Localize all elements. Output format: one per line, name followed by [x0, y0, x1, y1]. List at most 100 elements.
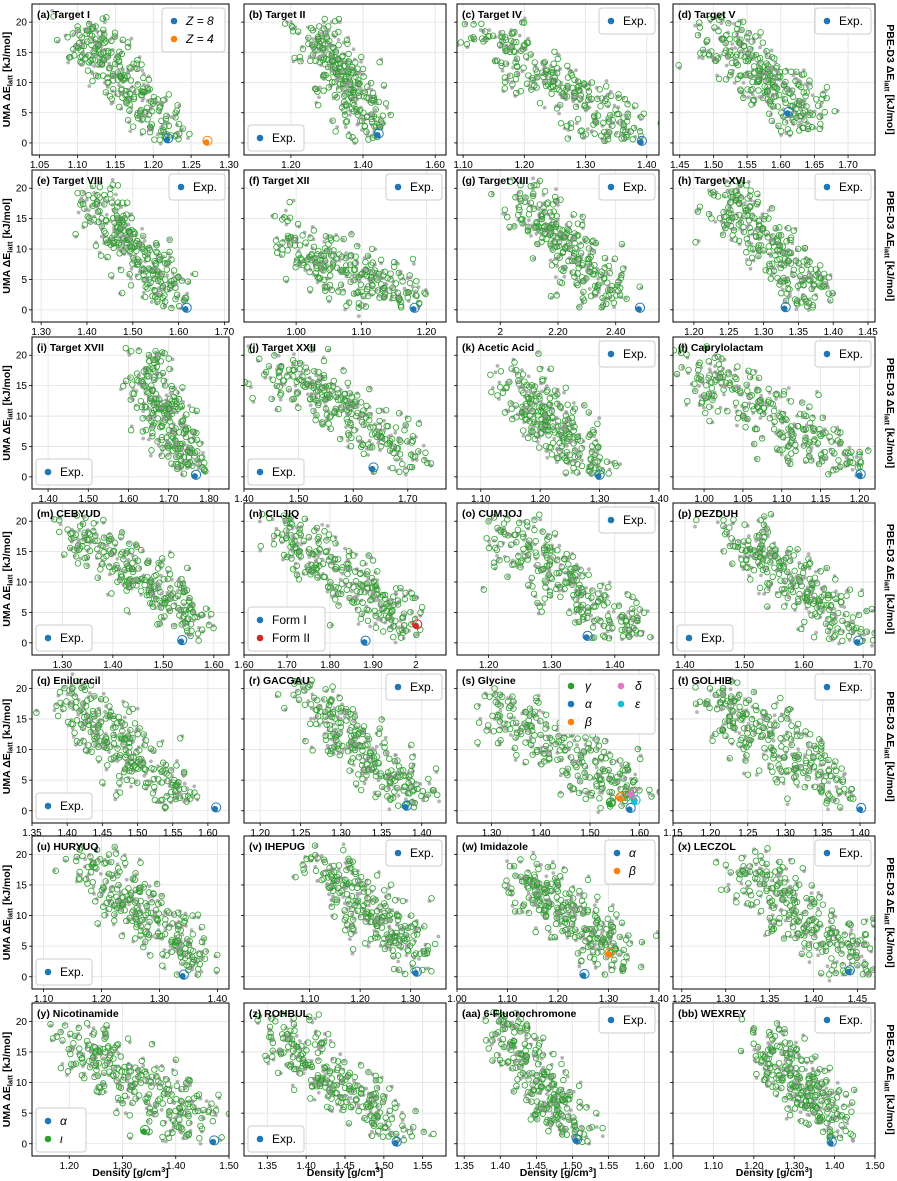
- pbe-point: [757, 95, 762, 99]
- pbe-point: [517, 33, 522, 38]
- uma-point: [551, 193, 559, 201]
- uma-point: [727, 217, 734, 225]
- uma-point: [401, 426, 408, 434]
- pbe-point: [385, 105, 389, 110]
- uma-point: [487, 371, 494, 378]
- pbe-point: [131, 386, 136, 391]
- pbe-point: [554, 447, 559, 452]
- pbe-point: [345, 257, 350, 261]
- pbe-point: [528, 86, 533, 91]
- uma-point: [368, 431, 376, 438]
- pbe-point: [769, 205, 774, 210]
- uma-point: [766, 260, 773, 268]
- x-tick-label: 1.40: [38, 494, 58, 505]
- x-tick-label: 1.20: [281, 160, 301, 171]
- uma-point: [623, 295, 630, 302]
- uma-point: [559, 226, 566, 234]
- pbe-point: [346, 81, 350, 86]
- uma-point: [575, 87, 582, 94]
- legend-box: [598, 173, 656, 201]
- uma-point: [796, 82, 803, 89]
- pbe-point: [729, 46, 734, 51]
- pbe-point: [375, 433, 380, 438]
- uma-point: [525, 211, 533, 218]
- uma-point: [124, 39, 131, 46]
- uma-point: [337, 266, 344, 274]
- legend: Exp.: [35, 458, 93, 486]
- pbe-point: [612, 305, 616, 309]
- exp-points: [636, 135, 647, 146]
- uma-point: [200, 467, 208, 474]
- pbe-point: [366, 254, 371, 259]
- uma-point: [369, 134, 376, 141]
- pbe-point: [550, 247, 555, 252]
- uma-point: [315, 275, 322, 282]
- uma-point: [556, 278, 564, 286]
- uma-point: [299, 232, 306, 239]
- uma-point: [182, 425, 190, 433]
- pbe-point: [369, 293, 374, 297]
- pbe-point: [785, 88, 790, 92]
- uma-point: [165, 122, 173, 129]
- uma-point: [359, 441, 367, 448]
- y-tick-label: 0: [21, 138, 27, 149]
- pbe-point: [532, 226, 537, 230]
- uma-point: [722, 47, 730, 54]
- uma-point: [127, 65, 134, 72]
- uma-point: [724, 180, 731, 188]
- uma-point: [577, 95, 584, 102]
- uma-point: [818, 95, 826, 102]
- uma-point: [511, 29, 518, 36]
- uma-point: [340, 367, 347, 374]
- uma-point: [323, 247, 331, 255]
- exp-points: [181, 302, 192, 313]
- uma-point: [86, 214, 93, 221]
- uma-point: [161, 292, 168, 299]
- uma-point: [718, 36, 726, 43]
- uma-point: [746, 192, 754, 200]
- uma-point: [831, 108, 838, 115]
- pbe-point: [719, 21, 724, 26]
- pbe-point: [126, 222, 131, 227]
- pbe-point: [519, 46, 524, 51]
- uma-point: [375, 407, 383, 414]
- pbe-point: [818, 112, 822, 117]
- pbe-point: [553, 275, 558, 280]
- pbe-point: [180, 127, 185, 131]
- x-tick-label: 1.20: [417, 327, 437, 338]
- uma-point: [281, 214, 288, 221]
- uma-point: [481, 28, 489, 35]
- uma-point: [269, 376, 277, 384]
- pbe-point: [745, 38, 750, 43]
- pbe-point: [526, 218, 531, 223]
- uma-point: [776, 224, 783, 231]
- pbe-point: [405, 276, 410, 281]
- uma-point: [517, 216, 525, 224]
- uma-point: [273, 243, 280, 251]
- pbe-point: [793, 70, 798, 75]
- uma-point: [134, 56, 141, 64]
- uma-point: [559, 248, 567, 256]
- uma-point: [119, 94, 126, 101]
- pbe-point: [263, 375, 268, 380]
- uma-point: [135, 273, 142, 281]
- uma-point: [144, 285, 151, 292]
- pbe-point: [311, 237, 316, 242]
- uma-point: [326, 37, 333, 45]
- uma-point: [550, 77, 557, 84]
- pbe-point: [773, 60, 778, 65]
- uma-point: [173, 291, 181, 298]
- uma-point: [696, 19, 703, 26]
- pbe-point: [291, 239, 295, 244]
- uma-point: [413, 292, 420, 300]
- uma-point: [146, 86, 153, 93]
- uma-point: [608, 295, 615, 302]
- uma-point: [382, 436, 389, 443]
- pbe-point: [149, 300, 154, 304]
- pbe-point: [186, 280, 191, 285]
- legend: Exp.: [247, 124, 305, 152]
- pbe-point: [314, 392, 319, 396]
- legend: Exp.: [385, 173, 443, 201]
- uma-point: [725, 19, 732, 27]
- x-tick-label: 1.65: [805, 160, 825, 171]
